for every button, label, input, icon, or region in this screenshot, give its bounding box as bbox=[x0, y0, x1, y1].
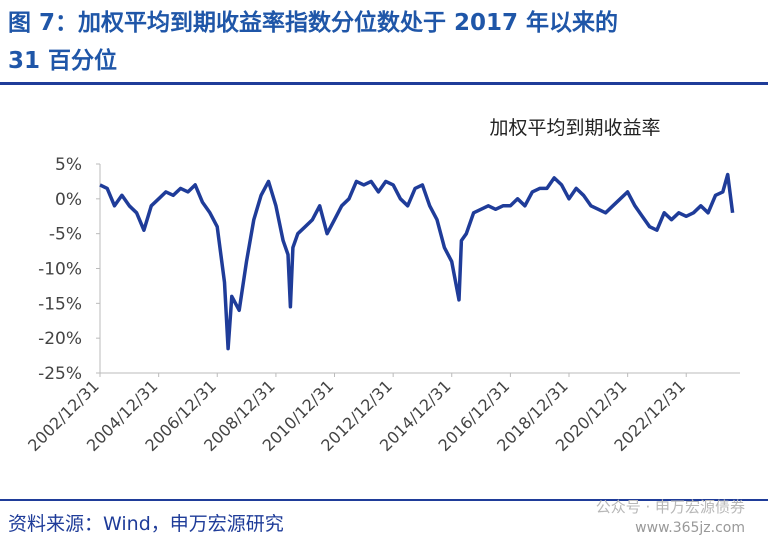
y-tick-label: -20% bbox=[38, 329, 82, 349]
title-rule bbox=[0, 82, 768, 85]
y-tick-label: 5% bbox=[55, 155, 82, 175]
y-tick-label: -15% bbox=[38, 294, 82, 314]
y-tick-label: 0% bbox=[55, 190, 82, 210]
watermark: www.365jz.com bbox=[635, 520, 745, 536]
chart-subtitle: 加权平均到期收益率 bbox=[489, 117, 660, 139]
y-tick-label: -25% bbox=[38, 364, 82, 384]
data-line bbox=[99, 172, 735, 351]
footer-rule bbox=[0, 499, 768, 501]
chart-title: 31 百分位 bbox=[8, 47, 117, 74]
y-tick-label: -10% bbox=[38, 260, 82, 280]
source-note: 资料来源：Wind，申万宏源研究 bbox=[8, 513, 284, 535]
y-tick-label: -5% bbox=[49, 225, 82, 245]
chart-title: 图 7：加权平均到期收益率指数分位数处于 2017 年以来的 bbox=[8, 9, 618, 36]
watermark: 公众号 · 申万宏源债券 bbox=[596, 498, 745, 516]
